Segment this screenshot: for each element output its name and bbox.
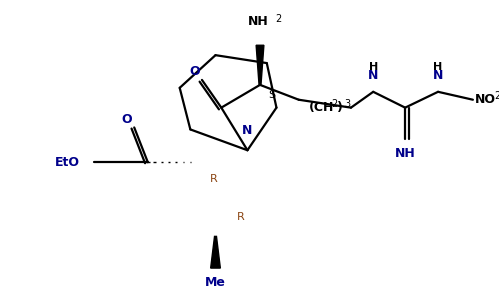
- Text: NH: NH: [248, 16, 268, 28]
- Text: ): ): [337, 101, 343, 114]
- Text: 2: 2: [275, 14, 282, 24]
- Text: 3: 3: [344, 99, 350, 109]
- Text: R: R: [210, 174, 218, 184]
- Polygon shape: [211, 236, 221, 268]
- Polygon shape: [256, 45, 264, 85]
- Text: S: S: [268, 90, 275, 100]
- Text: N: N: [433, 69, 443, 82]
- Text: 2: 2: [494, 91, 499, 101]
- Text: NO: NO: [475, 93, 496, 106]
- Text: EtO: EtO: [55, 156, 80, 168]
- Text: N: N: [368, 69, 378, 82]
- Text: N: N: [242, 124, 252, 137]
- Text: Me: Me: [205, 276, 226, 289]
- Text: R: R: [237, 212, 245, 222]
- Text: 2: 2: [332, 99, 338, 109]
- Text: H: H: [434, 62, 443, 72]
- Text: NH: NH: [395, 147, 416, 160]
- Text: O: O: [189, 66, 200, 79]
- Text: (CH: (CH: [308, 101, 334, 114]
- Text: O: O: [121, 113, 132, 126]
- Text: H: H: [369, 62, 378, 72]
